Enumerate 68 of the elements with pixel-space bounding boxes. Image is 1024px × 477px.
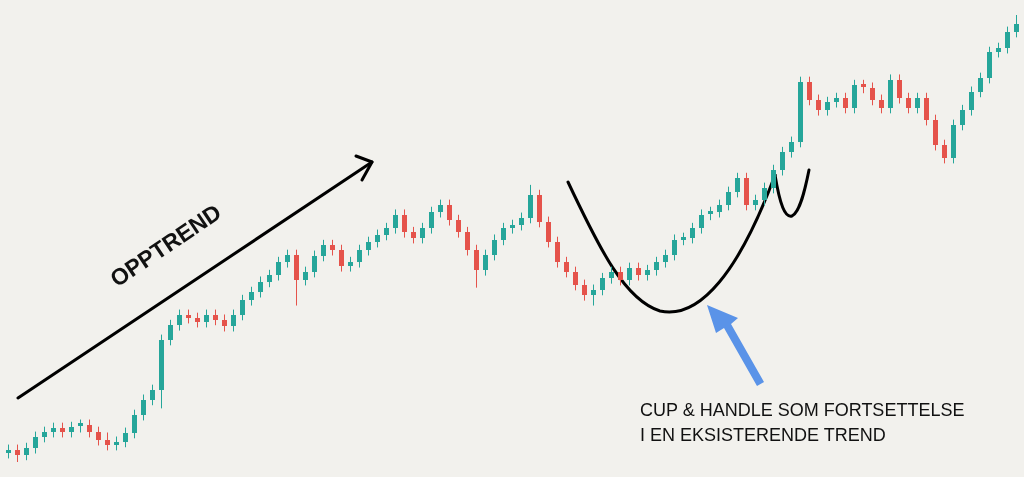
candlestick <box>618 266 623 286</box>
candlestick <box>897 73 902 105</box>
candlestick <box>726 186 731 211</box>
candlestick <box>906 92 911 114</box>
candlestick <box>456 214 461 239</box>
candlestick <box>789 136 794 159</box>
candlestick <box>852 79 857 114</box>
candlestick <box>555 236 560 269</box>
candlestick <box>978 72 983 98</box>
candlestick <box>96 426 101 446</box>
candlestick <box>420 222 425 244</box>
candlestick <box>258 275 263 298</box>
candlestick <box>312 250 317 278</box>
candlestick <box>1014 14 1019 38</box>
annotation: CUP & HANDLE SOM FORTSETTELSE I EN EKSISTERENDE TREND <box>640 400 965 445</box>
candlestick <box>321 239 326 262</box>
candlestick <box>492 233 497 261</box>
candlestick <box>672 233 677 261</box>
candlestick <box>429 206 434 235</box>
candlestick <box>339 244 344 273</box>
candlestick <box>465 226 470 256</box>
candlestick <box>816 94 821 117</box>
candlestick <box>762 182 767 206</box>
candlestick <box>843 92 848 114</box>
candlestick <box>807 76 812 106</box>
candlestick <box>33 431 38 455</box>
candlestick <box>231 309 236 332</box>
candlestick <box>483 249 488 277</box>
candlestick <box>564 256 569 278</box>
candlestick <box>1005 26 1010 54</box>
candlestick <box>366 236 371 256</box>
candlestick <box>528 184 533 224</box>
candlestick <box>654 256 659 277</box>
candlestick <box>393 208 398 235</box>
candlestick <box>123 427 128 448</box>
candlestick <box>591 284 596 307</box>
candlestick <box>969 86 974 117</box>
candlestick <box>699 208 704 235</box>
candlestick <box>627 262 632 286</box>
candlestick <box>501 222 506 246</box>
candlestick <box>303 266 308 286</box>
candlestick <box>690 222 695 244</box>
candlestick <box>249 286 254 307</box>
candlestick <box>150 384 155 406</box>
candlestick <box>915 92 920 114</box>
candlestick <box>240 294 245 321</box>
candlestick <box>735 172 740 198</box>
candlestick <box>600 272 605 296</box>
candlestick <box>870 82 875 106</box>
candlestick <box>582 279 587 302</box>
candlestick <box>168 319 173 346</box>
candlestick <box>402 208 407 239</box>
candlestick <box>942 139 947 164</box>
candlestick <box>141 394 146 421</box>
candlestick <box>825 96 830 117</box>
candlestick <box>474 244 479 289</box>
candlestick <box>924 92 929 126</box>
candlestick <box>447 199 452 227</box>
candlestick <box>357 244 362 269</box>
candlestick <box>879 94 884 114</box>
candlestick <box>132 409 137 439</box>
candlestick <box>546 216 551 248</box>
candlestick <box>276 256 281 282</box>
candlestick <box>780 146 785 176</box>
candlestick <box>177 309 182 332</box>
candlestick <box>960 104 965 131</box>
candlestick <box>573 266 578 291</box>
candlestick <box>771 164 776 194</box>
